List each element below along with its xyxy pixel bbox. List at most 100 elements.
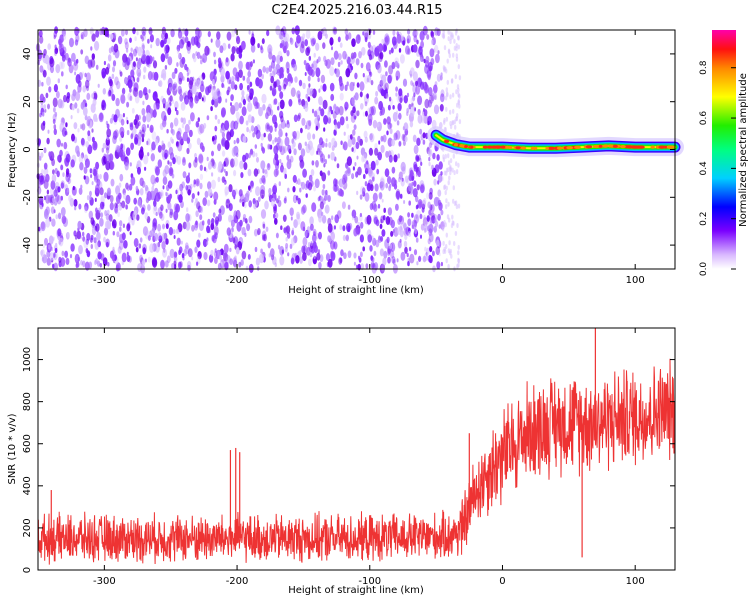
noise-cell [286, 68, 290, 74]
noise-cell [415, 85, 421, 95]
noise-cell [417, 199, 423, 209]
noise-cell [458, 119, 462, 125]
noise-cell [339, 42, 343, 48]
noise-cell [204, 190, 209, 198]
noise-cell [142, 226, 149, 236]
noise-cell [442, 154, 445, 160]
noise-cell [302, 252, 307, 262]
noise-cell [87, 115, 91, 123]
noise-cell [48, 194, 53, 204]
noise-cell [424, 98, 430, 109]
noise-cell [284, 246, 288, 253]
noise-cell [291, 229, 295, 236]
noise-cell [360, 62, 364, 69]
noise-cell [172, 157, 176, 165]
noise-cell [299, 187, 302, 193]
noise-cell [129, 87, 132, 93]
noise-cell [385, 71, 388, 77]
noise-cell [415, 214, 419, 219]
noise-cell [347, 32, 352, 40]
noise-cell [374, 183, 379, 192]
noise-cell [195, 79, 201, 90]
noise-cell [181, 36, 186, 45]
noise-cell [457, 203, 461, 209]
noise-cell [420, 115, 426, 124]
noise-cell [437, 213, 441, 221]
noise-cell [101, 155, 107, 166]
noise-cell [240, 172, 244, 179]
noise-cell [312, 233, 317, 243]
noise-cell [284, 136, 290, 147]
noise-cell [265, 122, 271, 132]
y-tick-label: 200 [22, 518, 33, 537]
noise-cell [95, 207, 98, 213]
noise-cell [318, 215, 323, 223]
noise-cell [455, 89, 458, 95]
noise-cell [404, 136, 408, 143]
noise-cell [198, 91, 202, 100]
noise-cell [80, 49, 84, 55]
noise-cell [38, 152, 41, 157]
noise-cell [76, 230, 82, 240]
noise-cell [270, 75, 275, 84]
noise-cell [393, 132, 398, 141]
noise-cell [409, 107, 415, 117]
noise-cell [259, 253, 264, 264]
signal-peak [444, 139, 450, 143]
noise-cell [81, 123, 86, 131]
noise-cell [305, 180, 311, 189]
noise-cell [241, 90, 245, 97]
noise-cell [120, 94, 126, 104]
noise-cell [142, 243, 147, 254]
noise-cell [82, 106, 88, 117]
noise-cell [377, 151, 383, 161]
noise-cell [133, 197, 137, 205]
noise-cell [320, 74, 326, 84]
noise-cell [410, 97, 414, 105]
noise-cell [153, 199, 157, 205]
noise-cell [90, 217, 95, 225]
noise-cell [318, 88, 321, 93]
noise-cell [48, 258, 52, 266]
noise-cell [302, 226, 306, 232]
noise-cell [136, 31, 139, 36]
noise-cell [206, 199, 211, 207]
noise-cell [212, 135, 215, 142]
noise-cell [52, 97, 58, 108]
noise-cell [259, 106, 264, 114]
noise-cell [403, 228, 408, 237]
noise-cell [342, 177, 346, 185]
noise-cell [51, 158, 55, 167]
noise-cell [97, 251, 102, 260]
noise-cell [387, 74, 392, 84]
noise-cell [281, 249, 284, 254]
noise-cell [343, 252, 347, 260]
noise-cell [320, 108, 325, 117]
noise-cell [261, 147, 266, 154]
noise-cell [430, 31, 435, 38]
noise-cell [147, 152, 150, 157]
noise-cell [276, 136, 281, 145]
noise-cell [58, 61, 63, 70]
noise-cell [201, 72, 206, 80]
noise-cell [267, 133, 273, 142]
noise-cell [61, 250, 65, 257]
noise-cell [184, 36, 189, 44]
noise-cell [114, 76, 119, 86]
noise-cell [316, 148, 321, 156]
noise-cell [343, 131, 346, 136]
noise-cell [61, 117, 65, 124]
noise-cell [308, 83, 311, 88]
noise-cell [38, 35, 44, 44]
noise-cell [273, 168, 279, 178]
noise-cell [408, 103, 412, 110]
noise-cell [220, 74, 225, 83]
noise-cell [309, 176, 313, 182]
noise-cell [72, 185, 75, 191]
noise-cell [369, 245, 373, 252]
noise-cell [155, 192, 161, 202]
noise-cell [121, 87, 126, 95]
noise-cell [61, 142, 63, 147]
noise-cell [310, 38, 315, 47]
noise-cell [176, 229, 180, 235]
